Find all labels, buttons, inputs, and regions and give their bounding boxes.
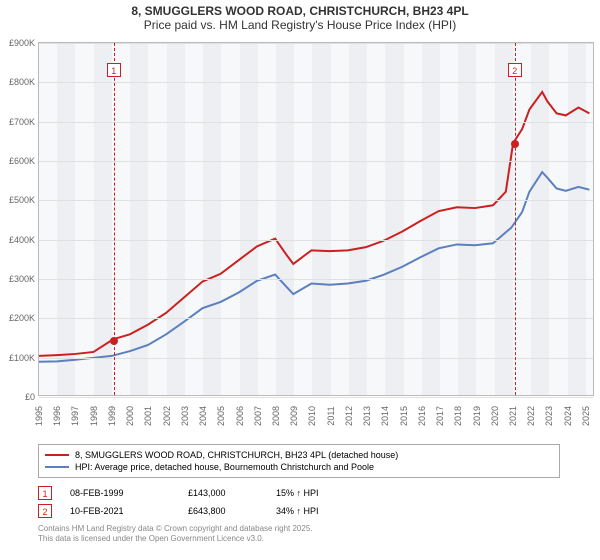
legend-label: HPI: Average price, detached house, Bour…	[75, 462, 374, 472]
marker-table: 1 08-FEB-1999 £143,000 15% ↑ HPI 2 10-FE…	[38, 484, 560, 520]
footer-line: Contains HM Land Registry data © Crown c…	[38, 524, 313, 534]
x-axis-label: 2002	[162, 406, 172, 426]
x-axis-label: 2001	[143, 406, 153, 426]
legend-item: HPI: Average price, detached house, Bour…	[45, 461, 553, 473]
x-axis-label: 1997	[70, 406, 80, 426]
x-axis-label: 2006	[235, 406, 245, 426]
x-axis-label: 2017	[435, 406, 445, 426]
x-axis-label: 2019	[472, 406, 482, 426]
x-axis-label: 2018	[453, 406, 463, 426]
legend-label: 8, SMUGGLERS WOOD ROAD, CHRISTCHURCH, BH…	[75, 450, 398, 460]
x-axis-label: 2003	[180, 406, 190, 426]
y-axis-label: £200K	[5, 313, 35, 323]
x-axis-label: 1995	[34, 406, 44, 426]
x-axis-label: 2024	[563, 406, 573, 426]
footer-line: This data is licensed under the Open Gov…	[38, 534, 313, 544]
marker-row: 2 10-FEB-2021 £643,800 34% ↑ HPI	[38, 502, 560, 520]
marker-date: 10-FEB-2021	[70, 506, 170, 516]
legend-item: 8, SMUGGLERS WOOD ROAD, CHRISTCHURCH, BH…	[45, 449, 553, 461]
x-axis-label: 2000	[125, 406, 135, 426]
x-axis-label: 2022	[526, 406, 536, 426]
legend-swatch-icon	[45, 466, 69, 468]
marker-dot	[110, 337, 118, 345]
x-axis-label: 2015	[399, 406, 409, 426]
x-axis-label: 2004	[198, 406, 208, 426]
marker-badge-on-chart: 2	[508, 63, 522, 77]
x-axis-label: 2005	[216, 406, 226, 426]
y-axis-label: £400K	[5, 235, 35, 245]
y-axis-label: £0	[5, 392, 35, 402]
marker-date: 08-FEB-1999	[70, 488, 170, 498]
marker-badge-on-chart: 1	[107, 63, 121, 77]
marker-line	[515, 43, 516, 395]
title-sub: Price paid vs. HM Land Registry's House …	[0, 18, 600, 32]
x-axis-label: 2020	[490, 406, 500, 426]
y-axis-label: £700K	[5, 117, 35, 127]
x-axis-label: 2021	[508, 406, 518, 426]
y-axis-label: £500K	[5, 195, 35, 205]
x-axis-label: 2014	[380, 406, 390, 426]
series-line-price_paid	[39, 92, 589, 356]
chart-area: £0 £100K £200K £300K £400K £500K £600K £700K £80…	[6, 42, 595, 420]
x-axis-label: 2011	[326, 406, 336, 425]
marker-price: £143,000	[188, 488, 258, 498]
footer: Contains HM Land Registry data © Crown c…	[38, 524, 313, 545]
marker-price: £643,800	[188, 506, 258, 516]
x-axis-label: 2009	[289, 406, 299, 426]
legend-swatch-icon	[45, 454, 69, 456]
plot-region: £0£100K£200K£300K£400K£500K£600K£700K£80…	[38, 42, 594, 396]
x-axis-label: 1999	[107, 406, 117, 426]
marker-pct: 34% ↑ HPI	[276, 506, 319, 516]
marker-badge: 2	[38, 504, 52, 518]
x-axis-label: 2023	[544, 406, 554, 426]
title-block: 8, SMUGGLERS WOOD ROAD, CHRISTCHURCH, BH…	[0, 0, 600, 32]
chart-container: 8, SMUGGLERS WOOD ROAD, CHRISTCHURCH, BH…	[0, 0, 600, 560]
x-axis-label: 2007	[253, 406, 263, 426]
line-svg	[39, 43, 593, 395]
legend: 8, SMUGGLERS WOOD ROAD, CHRISTCHURCH, BH…	[38, 444, 560, 478]
y-axis-label: £300K	[5, 274, 35, 284]
x-axis-label: 1996	[52, 406, 62, 426]
marker-badge: 1	[38, 486, 52, 500]
x-axis-label: 2016	[417, 406, 427, 426]
x-axis-label: 2008	[271, 406, 281, 426]
marker-pct: 15% ↑ HPI	[276, 488, 319, 498]
x-axis-label: 2012	[344, 406, 354, 426]
marker-row: 1 08-FEB-1999 £143,000 15% ↑ HPI	[38, 484, 560, 502]
marker-dot	[511, 140, 519, 148]
y-axis-label: £800K	[5, 77, 35, 87]
y-axis-label: £600K	[5, 156, 35, 166]
title-main: 8, SMUGGLERS WOOD ROAD, CHRISTCHURCH, BH…	[0, 4, 600, 18]
x-axis-label: 2013	[362, 406, 372, 426]
x-axis-label: 2025	[581, 406, 591, 426]
y-axis-label: £100K	[5, 353, 35, 363]
x-axis-label: 2010	[307, 406, 317, 426]
y-axis-label: £900K	[5, 38, 35, 48]
x-axis-label: 1998	[89, 406, 99, 426]
